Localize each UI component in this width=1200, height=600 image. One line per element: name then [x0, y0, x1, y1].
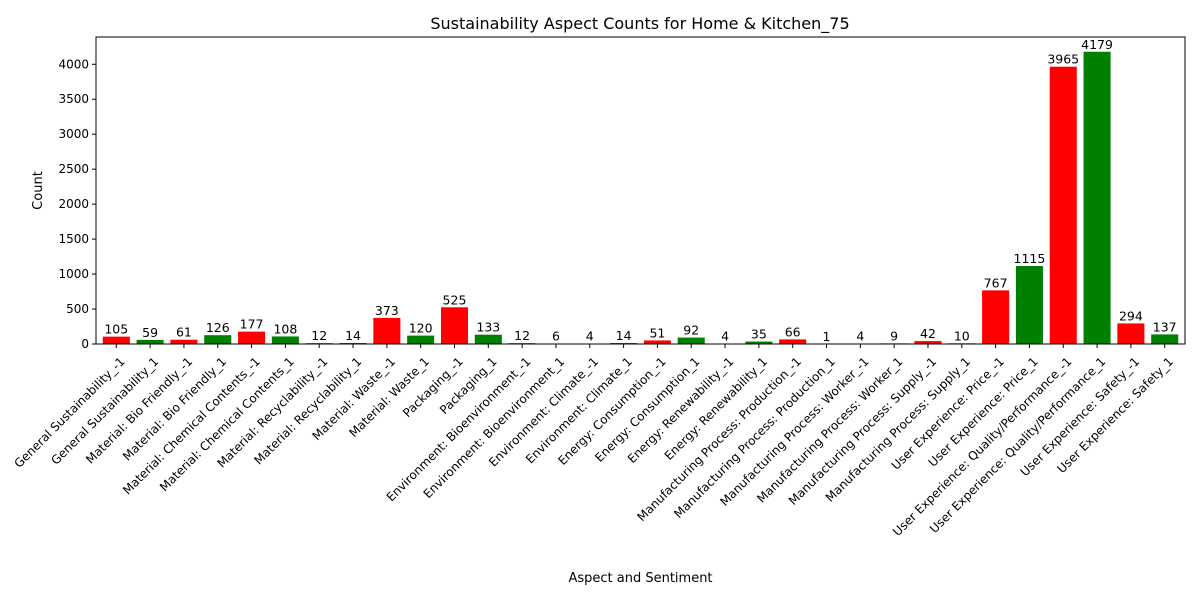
- plot-frame: [95, 36, 1186, 345]
- bar-value-label: 105: [104, 322, 128, 337]
- y-tick-label: 500: [66, 302, 89, 316]
- bar-value-label: 12: [514, 328, 530, 343]
- bar: [136, 339, 164, 344]
- bar: [1015, 266, 1043, 344]
- bar-value-label: 1115: [1014, 251, 1046, 266]
- bar-value-label: 42: [920, 326, 936, 341]
- y-tick-label: 4000: [58, 57, 89, 71]
- bar: [982, 290, 1010, 344]
- bar-value-label: 51: [649, 325, 665, 340]
- bar-value-label: 12: [311, 328, 327, 343]
- bar: [102, 336, 130, 344]
- bar-value-label: 14: [616, 328, 632, 343]
- bar-value-label: 61: [176, 325, 192, 340]
- bar-value-label: 10: [954, 328, 970, 343]
- bar: [1151, 334, 1179, 344]
- bar: [643, 340, 671, 344]
- bar: [238, 331, 266, 344]
- y-axis-label: Count: [31, 171, 46, 210]
- bar: [271, 336, 299, 344]
- bar-value-label: 373: [375, 303, 399, 318]
- bar-value-label: 767: [984, 275, 1008, 290]
- bar-value-label: 126: [206, 320, 230, 335]
- bar-value-label: 4: [856, 329, 864, 344]
- y-tick-label: 1000: [58, 267, 89, 281]
- bar: [1083, 51, 1111, 344]
- y-tick-label: 3000: [58, 127, 89, 141]
- bar-value-label: 35: [751, 327, 767, 342]
- chart-title: Sustainability Aspect Counts for Home & …: [430, 14, 849, 34]
- bar-value-label: 1: [823, 329, 831, 344]
- bar-value-label: 137: [1153, 319, 1177, 334]
- bar-value-label: 14: [345, 328, 361, 343]
- bar: [1117, 323, 1145, 344]
- bar: [745, 341, 773, 344]
- bar-value-label: 3965: [1047, 52, 1079, 67]
- bar: [440, 307, 469, 344]
- bar-value-label: 92: [683, 323, 699, 338]
- bar-value-label: 59: [142, 325, 158, 340]
- bar: [204, 335, 232, 344]
- bar: [914, 341, 942, 344]
- bar-value-label: 177: [240, 317, 264, 332]
- y-tick-label: 0: [81, 337, 89, 351]
- y-tick-label: 3500: [58, 92, 89, 106]
- bar: [373, 317, 401, 344]
- bar: [170, 339, 198, 344]
- bar-value-label: 120: [409, 321, 433, 336]
- bar-value-label: 9: [890, 328, 898, 343]
- bar-value-label: 294: [1119, 308, 1143, 323]
- bar: [1049, 66, 1077, 345]
- bar-value-label: 525: [443, 292, 467, 307]
- bar: [779, 339, 807, 344]
- x-axis-label: Aspect and Sentiment: [568, 571, 712, 586]
- bar: [407, 335, 435, 344]
- bars-group: [102, 51, 1179, 345]
- bar-value-label: 108: [273, 321, 297, 336]
- bar-value-label: 4179: [1081, 37, 1113, 52]
- y-tick-label: 2000: [58, 197, 89, 211]
- bar-value-label: 4: [586, 329, 594, 344]
- y-tick-label: 1500: [58, 232, 89, 246]
- y-axis: 0 500 1000 1500 2000 2500 3000 3500 4000: [58, 57, 96, 351]
- bar: [474, 334, 502, 344]
- y-tick-label: 2500: [58, 162, 89, 176]
- bar-value-label: 6: [552, 329, 560, 344]
- bar-value-label: 4: [721, 329, 729, 344]
- bar-value-label: 66: [785, 324, 801, 339]
- bar: [677, 337, 705, 344]
- bar-value-label: 133: [476, 320, 500, 335]
